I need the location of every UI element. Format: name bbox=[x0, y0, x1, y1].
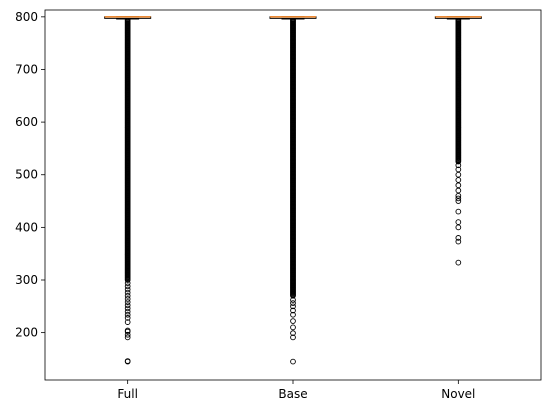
flier-column bbox=[290, 16, 296, 299]
flier-point bbox=[455, 182, 462, 189]
x-tick-label: Novel bbox=[441, 387, 475, 401]
flier-point bbox=[124, 315, 131, 321]
flier-point bbox=[124, 308, 131, 315]
y-tick-label: 700 bbox=[15, 62, 38, 76]
y-tick-label: 400 bbox=[15, 220, 38, 234]
flier-point bbox=[124, 311, 131, 318]
flier-point bbox=[124, 296, 131, 302]
plot-area bbox=[44, 9, 542, 381]
flier-point bbox=[290, 303, 296, 310]
flier-point bbox=[124, 327, 131, 334]
flier-point bbox=[455, 177, 462, 183]
flier-point bbox=[455, 166, 462, 173]
flier-point bbox=[455, 195, 462, 202]
y-tick-label: 800 bbox=[15, 10, 38, 24]
flier-point bbox=[290, 318, 296, 324]
x-tick-label: Full bbox=[117, 387, 138, 401]
flier-point bbox=[124, 305, 131, 312]
box-novel bbox=[434, 16, 482, 266]
flier-column bbox=[455, 16, 462, 165]
flier-point bbox=[290, 330, 296, 337]
flier-point bbox=[124, 319, 131, 325]
flier-point bbox=[124, 280, 131, 287]
flier-point bbox=[290, 334, 296, 341]
box-base bbox=[269, 16, 317, 365]
flier-point bbox=[290, 300, 296, 307]
x-tick-label: Base bbox=[278, 387, 307, 401]
flier-point bbox=[455, 259, 462, 266]
box-full bbox=[104, 16, 152, 365]
flier-point bbox=[455, 235, 462, 241]
flier-point bbox=[124, 283, 131, 290]
flier-point bbox=[290, 324, 296, 331]
flier-point bbox=[290, 297, 296, 303]
flier-point bbox=[124, 286, 131, 293]
flier-point bbox=[455, 187, 462, 194]
flier-point bbox=[455, 162, 462, 169]
y-tick-label: 200 bbox=[15, 326, 38, 340]
flier-point bbox=[290, 311, 296, 318]
y-axis: 200 300 400 500 600 700 800 bbox=[15, 10, 45, 340]
flier-point bbox=[290, 307, 296, 314]
flier-point bbox=[124, 289, 131, 296]
y-tick-label: 600 bbox=[15, 115, 38, 129]
flier-point bbox=[290, 358, 296, 365]
flier-point bbox=[124, 331, 131, 338]
flier-point bbox=[124, 334, 131, 341]
flier-point bbox=[455, 208, 462, 215]
flier-point bbox=[455, 238, 462, 245]
flier-point bbox=[455, 224, 462, 231]
flier-point bbox=[455, 192, 462, 199]
flier-point bbox=[124, 358, 131, 364]
y-tick-label: 500 bbox=[15, 168, 38, 182]
flier-point bbox=[455, 198, 462, 204]
flier-point bbox=[455, 219, 462, 225]
x-axis: Full Base Novel bbox=[117, 380, 475, 401]
flier-point bbox=[455, 171, 462, 178]
flier-point bbox=[124, 292, 131, 299]
flier-column bbox=[124, 16, 131, 283]
flier-point bbox=[124, 299, 131, 305]
y-tick-label: 300 bbox=[15, 273, 38, 287]
flier-point bbox=[124, 302, 131, 309]
